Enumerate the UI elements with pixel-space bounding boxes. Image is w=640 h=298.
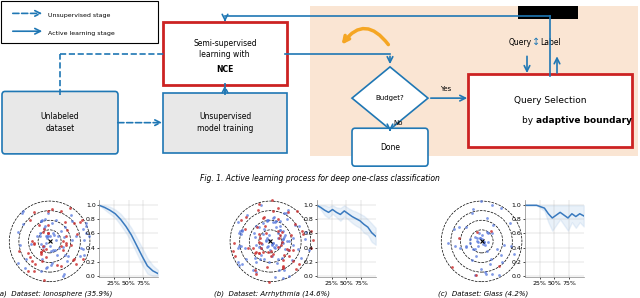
Text: by: by — [522, 116, 536, 125]
Text: Label: Label — [540, 38, 561, 47]
Text: ↕: ↕ — [532, 37, 540, 47]
Text: (a)  Dataset: Ionosphere (35.9%): (a) Dataset: Ionosphere (35.9%) — [0, 290, 112, 297]
Text: No: No — [393, 120, 403, 126]
Text: Unlabeled
dataset: Unlabeled dataset — [41, 112, 79, 133]
FancyBboxPatch shape — [352, 128, 428, 166]
Text: Fig. 1. Active learning process for deep one-class classification: Fig. 1. Active learning process for deep… — [200, 174, 440, 183]
Text: Done: Done — [380, 143, 400, 152]
FancyBboxPatch shape — [468, 74, 632, 147]
Text: Query Selection: Query Selection — [514, 96, 586, 105]
Text: Unsupervised stage: Unsupervised stage — [48, 13, 110, 18]
Text: (c)  Dataset: Glass (4.2%): (c) Dataset: Glass (4.2%) — [438, 290, 529, 297]
FancyBboxPatch shape — [163, 22, 287, 85]
Text: Budget?: Budget? — [376, 95, 404, 101]
FancyBboxPatch shape — [163, 93, 287, 153]
Polygon shape — [352, 67, 428, 129]
Text: Active learning stage: Active learning stage — [48, 31, 115, 36]
Text: NCE: NCE — [216, 65, 234, 74]
Text: adaptive boundary: adaptive boundary — [536, 116, 632, 125]
FancyBboxPatch shape — [1, 1, 158, 44]
Text: Yes: Yes — [440, 86, 451, 92]
Text: Unsupervised
model training: Unsupervised model training — [197, 112, 253, 133]
Text: Semi-supervised
learning with: Semi-supervised learning with — [193, 39, 257, 60]
FancyBboxPatch shape — [518, 6, 578, 19]
Text: (b)  Dataset: Arrhythmia (14.6%): (b) Dataset: Arrhythmia (14.6%) — [214, 290, 330, 297]
FancyBboxPatch shape — [310, 6, 638, 156]
FancyBboxPatch shape — [2, 91, 118, 154]
Text: Query: Query — [509, 38, 532, 47]
